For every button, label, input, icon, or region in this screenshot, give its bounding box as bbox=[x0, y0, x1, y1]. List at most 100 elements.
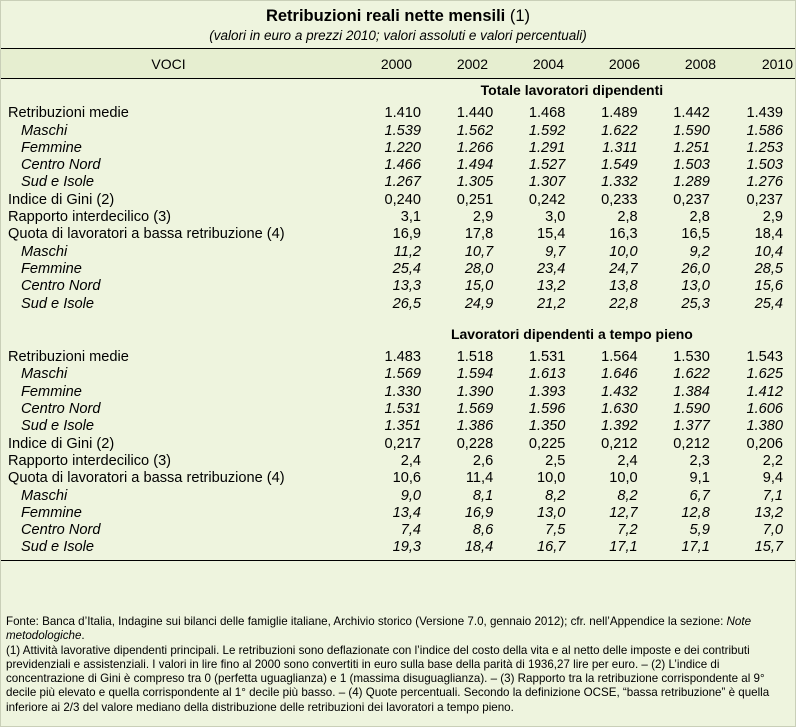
cell-value: 25,4 bbox=[754, 295, 783, 312]
cell-value: 1.392 bbox=[601, 418, 638, 435]
cell-value: 1.646 bbox=[601, 366, 638, 383]
cell-value: 22,8 bbox=[609, 295, 638, 312]
row-label: Retribuzioni medie bbox=[8, 105, 129, 122]
cell-value: 1.253 bbox=[746, 139, 783, 156]
cell-value: 2,9 bbox=[762, 209, 783, 226]
cell-value: 26,5 bbox=[392, 295, 422, 312]
cell-value: 0,228 bbox=[456, 435, 494, 452]
cell-value: 1.267 bbox=[384, 174, 422, 191]
row-label: Sud e Isole bbox=[21, 295, 95, 312]
cell-value: 23,4 bbox=[537, 260, 566, 277]
cell-value: 17,1 bbox=[609, 539, 638, 556]
table-row: Centro Nord 13,3 15,0 13,2 13,8 13,0 15,6 bbox=[1, 278, 795, 295]
cell-value: 1.539 bbox=[384, 122, 422, 139]
cell-value: 1.483 bbox=[384, 349, 422, 366]
cell-value: 2,8 bbox=[689, 209, 710, 226]
row-label: Sud e Isole bbox=[21, 539, 95, 556]
cell-value: 25,3 bbox=[681, 295, 710, 312]
cell-value: 0,242 bbox=[528, 191, 566, 208]
cell-value: 7,2 bbox=[617, 522, 638, 539]
cell-value: 7,5 bbox=[545, 522, 566, 539]
cell-value: 2,6 bbox=[472, 452, 494, 469]
table-row: Centro Nord 1.466 1.494 1.527 1.549 1.503 1.50… bbox=[1, 157, 795, 174]
cell-value: 13,0 bbox=[681, 278, 710, 295]
section-title: Totale lavoratori dipendenti bbox=[480, 82, 664, 98]
cell-value: 9,4 bbox=[762, 470, 783, 487]
row-label: Rapporto interdecilico (3) bbox=[8, 452, 172, 469]
cell-value: 2,3 bbox=[689, 452, 710, 469]
cell-value: 0,212 bbox=[601, 435, 638, 452]
cell-value: 1.503 bbox=[673, 157, 710, 174]
cell-value: 15,4 bbox=[537, 226, 566, 243]
cell-value: 15,6 bbox=[754, 278, 783, 295]
section-title: Lavoratori dipendenti a tempo pieno bbox=[450, 325, 693, 342]
cell-value: 5,9 bbox=[689, 522, 710, 539]
cell-value: 1.606 bbox=[746, 401, 783, 418]
header-year: 2008 bbox=[684, 55, 716, 72]
cell-value: 7,4 bbox=[400, 522, 422, 539]
table-row: Sud e Isole 1.351 1.386 1.350 1.392 1.377 1.38… bbox=[1, 418, 795, 435]
cell-value: 1.586 bbox=[746, 122, 783, 139]
footnote-source: Fonte: Banca d’Italia, Indagine sui bila… bbox=[6, 615, 752, 643]
cell-value: 16,7 bbox=[537, 539, 566, 556]
cell-value: 16,9 bbox=[392, 226, 422, 243]
cell-value: 1.432 bbox=[601, 383, 638, 400]
row-label: Rapporto interdecilico (3) bbox=[8, 209, 172, 226]
table-row: Centro Nord 1.531 1.569 1.596 1.630 1.590 1.60… bbox=[1, 401, 795, 418]
row-label: Maschi bbox=[21, 122, 68, 139]
title-block: Retribuzioni reali nette mensili (1) (va… bbox=[1, 1, 795, 48]
header-year: 2002 bbox=[456, 55, 488, 72]
cell-value: 1.592 bbox=[528, 122, 566, 139]
cell-value: 15,0 bbox=[464, 278, 494, 295]
row-label: Maschi bbox=[21, 243, 68, 260]
table-row: Femmine 25,4 28,0 23,4 24,7 26,0 28,5 bbox=[1, 261, 795, 278]
cell-value: 1.613 bbox=[528, 366, 566, 383]
cell-value: 17,1 bbox=[681, 539, 710, 556]
cell-value: 1.531 bbox=[384, 401, 422, 418]
cell-value: 26,0 bbox=[681, 260, 710, 277]
cell-value: 1.468 bbox=[528, 105, 566, 122]
cell-value: 1.390 bbox=[456, 383, 494, 400]
cell-value: 15,7 bbox=[754, 539, 783, 556]
cell-value: 10,0 bbox=[609, 243, 638, 260]
cell-value: 13,8 bbox=[609, 278, 638, 295]
table-row: Retribuzioni medie 1.483 1.518 1.531 1.564 1.… bbox=[1, 349, 795, 366]
cell-value: 1.442 bbox=[673, 105, 710, 122]
header-year: 2010 bbox=[761, 55, 793, 72]
cell-value: 1.332 bbox=[601, 174, 638, 191]
table-row: Sud e Isole 26,5 24,9 21,2 22,8 25,3 25,4 bbox=[1, 296, 795, 313]
cell-value: 8,1 bbox=[472, 487, 494, 504]
cell-value: 1.622 bbox=[673, 366, 710, 383]
cell-value: 1.289 bbox=[673, 174, 710, 191]
footnote-notes: (1) Attività lavorative dipendenti princ… bbox=[6, 643, 770, 714]
cell-value: 0,237 bbox=[673, 191, 710, 208]
cell-value: 2,5 bbox=[545, 452, 566, 469]
cell-value: 19,3 bbox=[392, 539, 422, 556]
row-label: Centro Nord bbox=[21, 157, 101, 174]
cell-value: 13,0 bbox=[537, 504, 566, 521]
row-label: Quota di lavoratori a bassa retribuzione… bbox=[8, 470, 285, 487]
cell-value: 1.527 bbox=[528, 157, 566, 174]
cell-value: 2,9 bbox=[472, 209, 494, 226]
cell-value: 13,4 bbox=[392, 504, 422, 521]
header-rule bbox=[1, 78, 795, 79]
cell-value: 1.384 bbox=[673, 383, 710, 400]
table-row: Indice di Gini (2) 0,217 0,228 0,225 0,212 0,… bbox=[1, 436, 795, 453]
table-row: Femmine 13,4 16,9 13,0 12,7 12,8 13,2 bbox=[1, 505, 795, 522]
row-label: Sud e Isole bbox=[21, 418, 95, 435]
cell-value: 2,4 bbox=[400, 452, 422, 469]
cell-value: 2,2 bbox=[762, 452, 783, 469]
table-row: Rapporto interdecilico (3) 3,1 2,9 3,0 2,8 2,… bbox=[1, 209, 795, 226]
cell-value: 1.266 bbox=[456, 139, 494, 156]
table-row: Maschi 11,2 10,7 9,7 10,0 9,2 10,4 bbox=[1, 244, 795, 261]
table-row: Quota di lavoratori a bassa retribuzione… bbox=[1, 226, 795, 243]
cell-value: 0,240 bbox=[384, 191, 422, 208]
cell-value: 28,0 bbox=[464, 260, 494, 277]
cell-value: 1.569 bbox=[384, 366, 422, 383]
section-title-row: Lavoratori dipendenti a tempo pieno bbox=[1, 326, 795, 343]
cell-value: 8,2 bbox=[617, 487, 638, 504]
cell-value: 2,4 bbox=[617, 452, 638, 469]
cell-value: 9,2 bbox=[689, 243, 710, 260]
cell-value: 1.518 bbox=[456, 349, 494, 366]
cell-value: 1.489 bbox=[601, 105, 638, 122]
